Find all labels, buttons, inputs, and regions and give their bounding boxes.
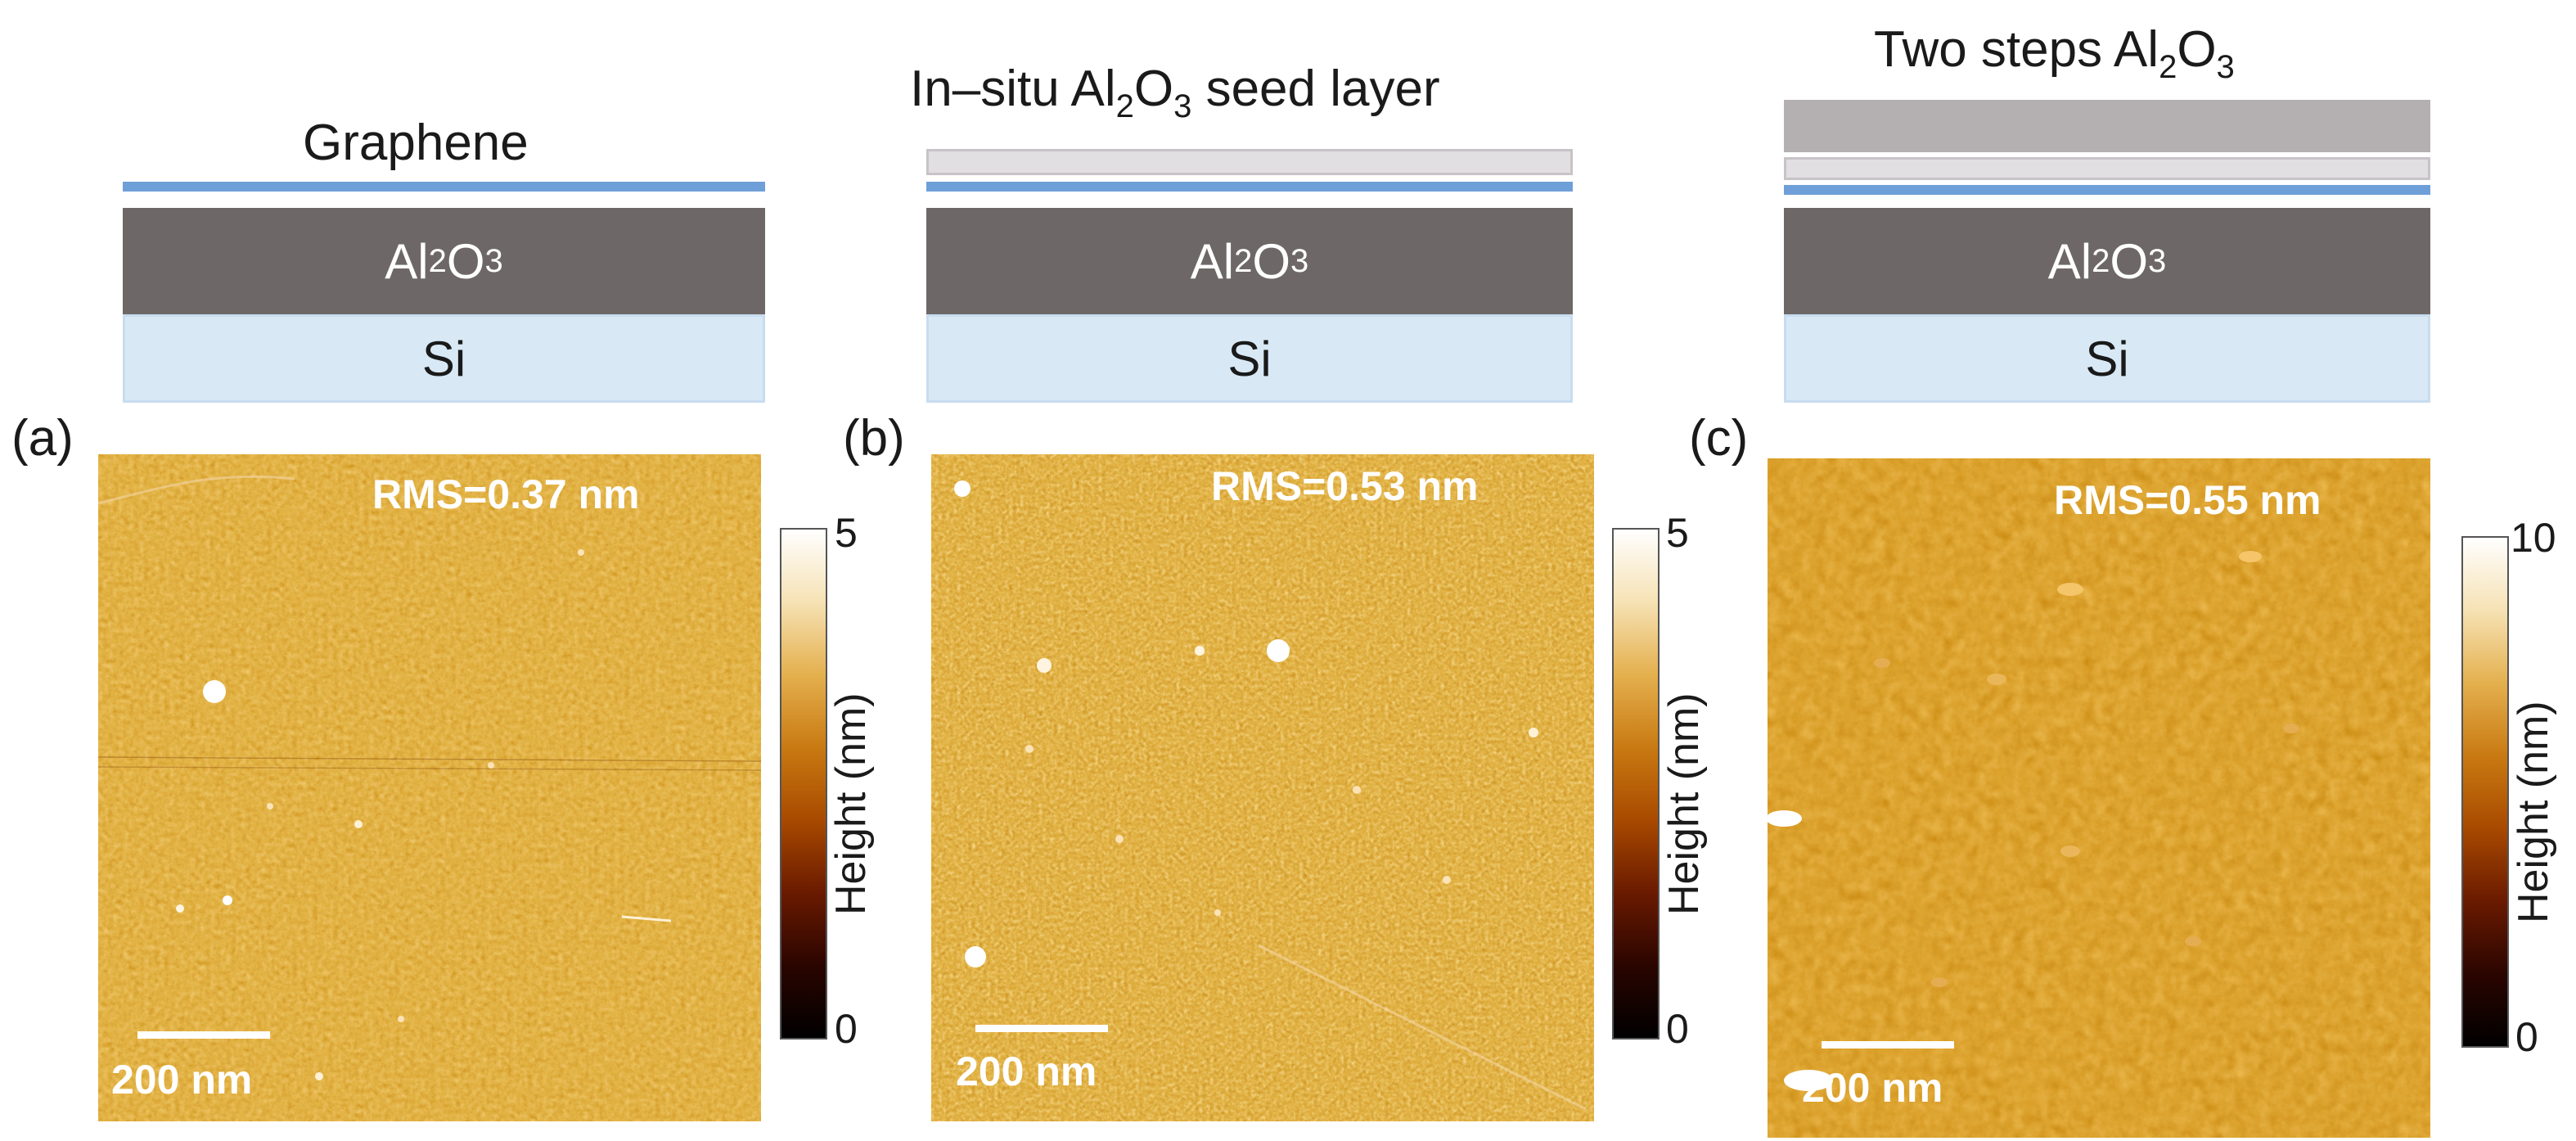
panel-b: In–situ Al2O3 seed layer Al 2 O 3 Si (b): [843, 0, 1708, 1141]
panel-b-afm-image: [931, 454, 1594, 1121]
al2o3-layer: Al 2 O 3: [123, 208, 765, 314]
panel-b-colorbar-min: 0: [1666, 1006, 1689, 1052]
panel-b-title-o: O: [1133, 61, 1174, 117]
panel-b-colorbar: [1612, 528, 1660, 1040]
si-substrate: Si: [926, 314, 1573, 403]
panel-c-rms: RMS=0.55 nm: [2054, 477, 2322, 523]
si-substrate: Si: [123, 314, 765, 403]
panel-b-colorbar-label: Height (nm): [1660, 692, 1708, 915]
panel-c-scale-label: 200 nm: [1802, 1065, 1943, 1111]
panel-b-scale-label: 200 nm: [956, 1049, 1097, 1094]
graphene-layer: [1784, 185, 2430, 195]
panel-c-layer-stack: Al 2 O 3 Si: [1784, 100, 2430, 403]
panel-c-scale-bar: [1822, 1041, 1954, 1049]
panel-b-rms: RMS=0.53 nm: [1211, 463, 1479, 509]
panel-b-colorbar-max: 5: [1666, 510, 1689, 556]
graphene-layer: [926, 182, 1573, 192]
thick-al2o3-layer: [1784, 100, 2430, 152]
panel-c-colorbar-max: 10: [2511, 515, 2556, 561]
panel-c-title-sub-3: 3: [2216, 49, 2235, 85]
panel-c-title-o: O: [2177, 21, 2217, 78]
panel-a-title: Graphene: [303, 118, 529, 169]
al2o3-layer: Al 2 O 3: [926, 208, 1573, 314]
al2o3-al-text: Al: [2047, 233, 2092, 289]
seed-layer: [1784, 157, 2430, 180]
si-label: Si: [421, 331, 466, 386]
al2o3-layer: Al 2 O 3: [1784, 208, 2430, 314]
seed-layer: [926, 149, 1573, 175]
panel-a-label: (a): [11, 410, 74, 467]
panel-b-title: In–situ Al2O3 seed layer: [910, 61, 1440, 124]
panel-b-title-prefix: In–situ Al: [910, 61, 1116, 117]
panel-a-colorbar-max: 5: [835, 510, 858, 556]
panel-a-rms: RMS=0.37 nm: [372, 471, 640, 517]
si-label: Si: [1227, 331, 1272, 386]
al2o3-o-text: O: [1252, 233, 1291, 289]
panel-b-layer-stack: Al 2 O 3 Si: [926, 149, 1573, 403]
panel-c-colorbar: [2461, 536, 2509, 1048]
panel-b-title-sub-2: 2: [1115, 88, 1134, 124]
panel-a: Graphene Al 2 O 3 Si (a): [0, 0, 875, 1141]
panel-a-title-text: Graphene: [303, 115, 529, 171]
panel-c-colorbar-min: 0: [2515, 1014, 2538, 1060]
panel-a-scale-label: 200 nm: [111, 1057, 253, 1103]
panel-c-title-sub-2: 2: [2159, 49, 2177, 85]
panel-c-afm-image: [1768, 458, 2430, 1138]
panel-b-scale-bar: [975, 1025, 1108, 1032]
al2o3-o-text: O: [2110, 233, 2149, 289]
panel-b-title-sub-3: 3: [1173, 88, 1192, 124]
panel-c-title-prefix: Two steps Al: [1874, 21, 2159, 78]
si-substrate: Si: [1784, 314, 2430, 403]
panel-a-afm-image: [98, 454, 761, 1121]
panel-a-layer-stack: Al 2 O 3 Si: [123, 182, 765, 403]
al2o3-al-text: Al: [385, 233, 429, 289]
panel-b-title-suffix: seed layer: [1191, 61, 1440, 117]
panel-c-colorbar-label: Height (nm): [2510, 701, 2557, 923]
panel-b-label: (b): [843, 410, 905, 467]
panel-c: Two steps Al2O3 Al 2 O 3 Si (c): [1689, 0, 2557, 1141]
panel-c-title: Two steps Al2O3: [1874, 25, 2235, 84]
si-label: Si: [2085, 331, 2129, 386]
al2o3-al-text: Al: [1190, 233, 1235, 289]
panel-a-scale-bar: [137, 1031, 270, 1039]
panel-c-label: (c): [1689, 410, 1749, 467]
al2o3-o-text: O: [446, 233, 485, 289]
panel-a-colorbar-min: 0: [835, 1006, 858, 1052]
graphene-layer: [123, 182, 765, 192]
panel-a-colorbar: [780, 528, 827, 1040]
